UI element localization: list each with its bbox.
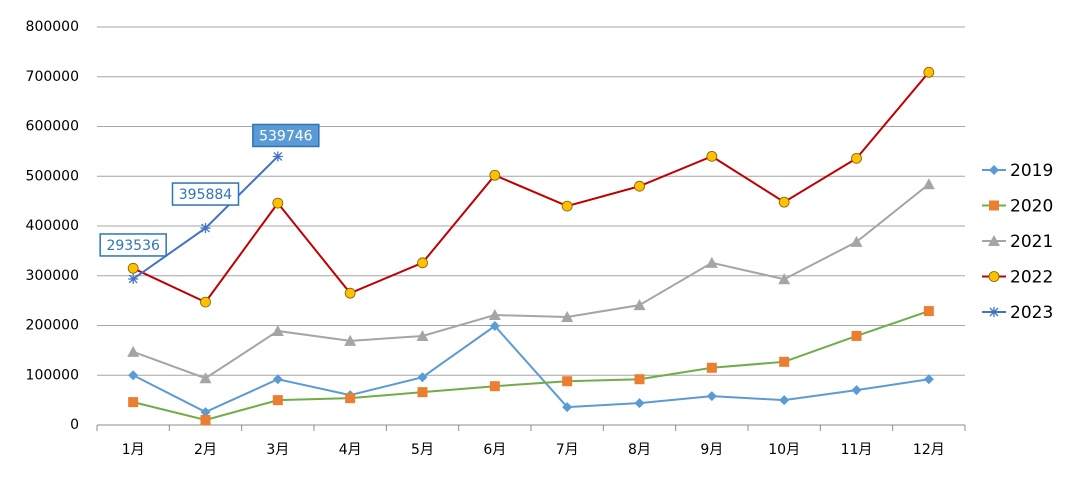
- marker: [922, 178, 935, 190]
- series: [128, 306, 934, 426]
- marker: [988, 235, 1000, 246]
- marker: [923, 374, 934, 385]
- marker: [779, 356, 790, 367]
- marker: [562, 376, 573, 387]
- marker: [706, 362, 717, 373]
- marker: [634, 180, 645, 192]
- marker: [127, 345, 140, 357]
- series-line: [132, 324, 929, 414]
- marker: [200, 296, 211, 308]
- marker: [344, 287, 356, 299]
- marker: [489, 320, 500, 331]
- marker: [271, 324, 284, 336]
- marker: [562, 402, 573, 413]
- x-tick-label: 11月: [841, 442, 873, 458]
- legend-label: 2019: [1010, 161, 1053, 181]
- x-tick-label: 7月: [556, 442, 579, 458]
- marker: [199, 372, 212, 384]
- marker: [923, 306, 934, 317]
- x-tick-label: 4月: [339, 442, 362, 458]
- marker: [344, 334, 357, 346]
- marker: [200, 223, 211, 234]
- marker: [989, 307, 999, 317]
- legend-label: 2021: [1010, 232, 1053, 252]
- marker: [416, 329, 429, 341]
- marker: [988, 271, 1000, 282]
- marker: [851, 330, 862, 341]
- x-tick-label: 6月: [483, 442, 506, 458]
- marker: [989, 200, 999, 211]
- marker: [272, 197, 284, 209]
- marker: [634, 398, 645, 409]
- series: 293536 395884 539746: [99, 123, 320, 284]
- marker: [200, 415, 211, 426]
- marker: [634, 374, 645, 385]
- marker: [200, 407, 211, 418]
- x-tick-label: 5月: [411, 442, 434, 458]
- marker: [705, 256, 718, 268]
- series-line: [132, 71, 930, 304]
- y-tick-label: 600000: [26, 119, 79, 135]
- x-tick-label: 8月: [628, 442, 651, 458]
- marker: [417, 372, 428, 383]
- marker: [778, 196, 790, 208]
- marker: [345, 393, 356, 404]
- legend-label: 2023: [1010, 303, 1053, 323]
- marker: [561, 311, 574, 323]
- marker: [850, 235, 863, 247]
- data-label: 539746: [259, 128, 313, 144]
- y-tick-label: 400000: [26, 218, 79, 234]
- series-line: [132, 310, 930, 422]
- legend-label: 2022: [1010, 268, 1053, 288]
- marker: [272, 374, 283, 385]
- y-tick-label: 0: [70, 417, 79, 433]
- y-tick-label: 800000: [26, 19, 79, 35]
- marker: [489, 169, 501, 181]
- series: [127, 66, 935, 308]
- data-label: 293536: [106, 238, 160, 254]
- marker: [489, 381, 500, 392]
- marker: [778, 273, 791, 285]
- series: [128, 320, 934, 418]
- marker: [923, 66, 935, 78]
- marker: [706, 391, 717, 402]
- marker: [561, 200, 573, 212]
- marker: [488, 309, 501, 321]
- marker: [779, 395, 790, 406]
- marker: [128, 397, 139, 408]
- marker: [417, 387, 428, 398]
- x-tick-label: 9月: [700, 442, 723, 458]
- y-tick-label: 100000: [26, 367, 79, 383]
- marker: [706, 150, 718, 162]
- marker: [417, 257, 428, 269]
- y-tick-label: 200000: [26, 318, 79, 334]
- x-tick-label: 1月: [122, 442, 145, 458]
- x-tick-label: 10月: [768, 442, 800, 458]
- marker: [989, 165, 999, 175]
- y-tick-label: 700000: [26, 69, 79, 85]
- series-line: [132, 155, 279, 280]
- marker: [127, 262, 139, 274]
- y-tick-label: 300000: [26, 268, 79, 284]
- x-tick-label: 3月: [266, 442, 289, 458]
- data-label: 395884: [179, 187, 233, 203]
- y-tick-label: 500000: [26, 168, 79, 184]
- marker: [851, 152, 862, 164]
- data-label-box: [171, 182, 240, 206]
- data-label-box: [99, 233, 167, 257]
- series: [127, 178, 935, 384]
- x-tick-label: 12月: [913, 442, 945, 458]
- marker: [128, 370, 139, 381]
- legend-label: 2020: [1010, 197, 1053, 217]
- marker: [128, 273, 139, 284]
- marker: [633, 299, 646, 311]
- series-line: [132, 183, 930, 380]
- data-label-box: [252, 123, 320, 148]
- marker: [851, 385, 862, 396]
- marker: [272, 395, 283, 406]
- marker: [272, 151, 283, 162]
- x-tick-label: 2月: [194, 442, 217, 458]
